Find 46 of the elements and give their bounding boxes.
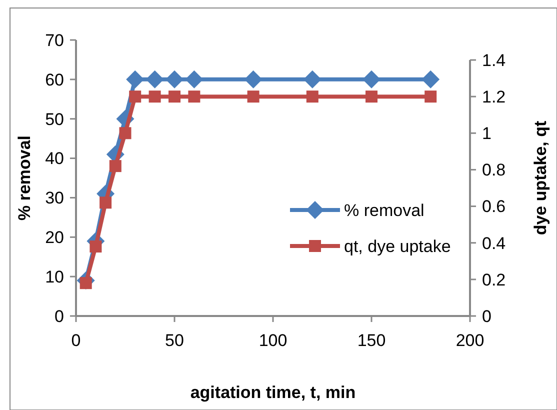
y-tick-label: 50	[45, 110, 64, 129]
x-tick-label: 150	[357, 331, 386, 350]
point	[188, 90, 200, 103]
point	[168, 90, 180, 103]
point	[100, 196, 112, 209]
point	[109, 160, 122, 172]
y-tick-label: 40	[45, 149, 64, 168]
x-axis-title: agitation time, t, min	[190, 383, 356, 402]
x-tick-label: 50	[165, 331, 184, 350]
y2-tick-label: 1.2	[482, 88, 506, 107]
y-tick-label: 60	[45, 70, 64, 90]
x-tick-label: 100	[258, 331, 288, 350]
point	[362, 70, 380, 88]
y2-tick-label: 0	[482, 306, 492, 326]
legend-label: qt, dye uptake	[344, 236, 451, 256]
y-axis-title: % removal	[15, 135, 34, 221]
x-tick-label: 0	[71, 331, 81, 350]
point	[90, 240, 102, 253]
point	[166, 70, 184, 88]
legend-label: % removal	[344, 200, 424, 220]
y2-axis-title: dye uptake, qt	[531, 120, 550, 236]
y-tick-label: 0	[54, 306, 64, 326]
point	[119, 127, 132, 140]
y2-tick-label: 0.8	[482, 160, 506, 180]
point	[247, 90, 260, 103]
y-tick-label: 70	[45, 30, 64, 50]
point	[185, 70, 204, 88]
y2-tick-label: 0.2	[482, 270, 506, 290]
point	[306, 90, 318, 103]
x-tick-label: 200	[456, 331, 484, 350]
point	[146, 70, 164, 88]
point	[424, 90, 437, 103]
y-tick-label: 20	[45, 228, 64, 248]
point	[126, 70, 144, 88]
y-tick-label: 30	[45, 188, 64, 208]
point	[366, 90, 378, 103]
y2-tick-label: 0.6	[482, 197, 506, 216]
y2-tick-label: 1	[482, 124, 492, 144]
point	[303, 70, 322, 88]
point	[129, 90, 142, 103]
point	[422, 70, 440, 88]
y-tick-label: 10	[45, 268, 64, 287]
y2-tick-label: 1.4	[482, 50, 506, 70]
point	[148, 90, 161, 103]
y2-tick-label: 0.4	[482, 234, 506, 253]
point	[244, 70, 262, 88]
